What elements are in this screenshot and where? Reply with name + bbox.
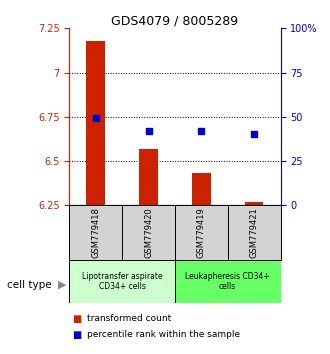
Point	[146, 129, 151, 134]
Bar	[86, 41, 105, 205]
Bar	[69, 260, 175, 303]
Bar	[228, 205, 280, 260]
Bar	[192, 173, 211, 205]
Title: GDS4079 / 8005289: GDS4079 / 8005289	[111, 14, 239, 27]
Text: ▶: ▶	[58, 280, 66, 290]
Point	[93, 115, 98, 120]
Bar	[175, 205, 228, 260]
Text: GSM779419: GSM779419	[197, 207, 206, 258]
Text: GSM779421: GSM779421	[249, 207, 259, 258]
Point	[199, 129, 204, 134]
Bar	[245, 202, 263, 205]
Text: GSM779420: GSM779420	[144, 207, 153, 258]
Text: ■: ■	[73, 330, 82, 339]
Bar	[139, 149, 158, 205]
Text: ■: ■	[73, 314, 82, 324]
Text: Lipotransfer aspirate
CD34+ cells: Lipotransfer aspirate CD34+ cells	[82, 272, 162, 291]
Text: transformed count: transformed count	[87, 314, 172, 323]
Bar	[175, 260, 280, 303]
Bar	[69, 205, 122, 260]
Text: cell type: cell type	[7, 280, 51, 290]
Text: percentile rank within the sample: percentile rank within the sample	[87, 330, 241, 339]
Text: Leukapheresis CD34+
cells: Leukapheresis CD34+ cells	[185, 272, 270, 291]
Point	[251, 131, 257, 137]
Bar	[122, 205, 175, 260]
Text: GSM779418: GSM779418	[91, 207, 100, 258]
